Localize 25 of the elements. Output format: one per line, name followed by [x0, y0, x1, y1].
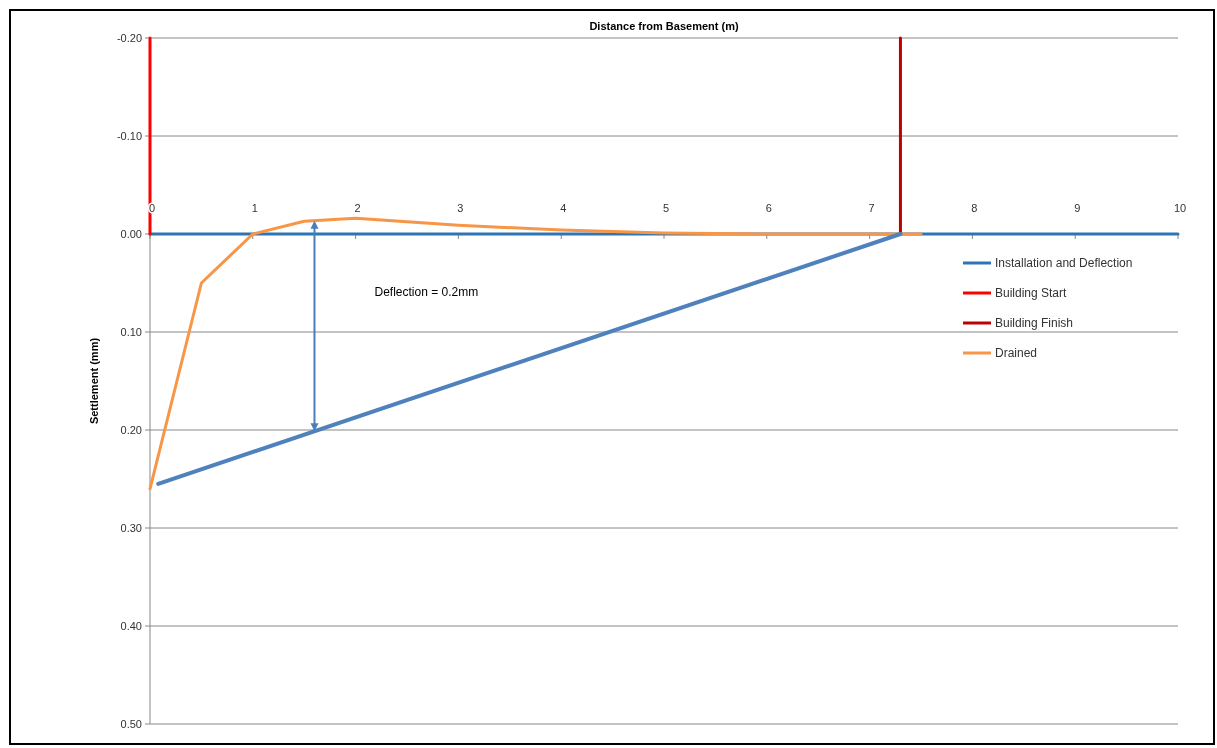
y-axis-title: Settlement (mm) [88, 337, 100, 425]
y-tick-label: 0.00 [120, 228, 142, 240]
legend-label: Drained [995, 346, 1038, 360]
legend-label: Building Finish [995, 316, 1074, 330]
x-tick-label: 10 [1173, 202, 1187, 214]
legend-label: Installation and Deflection [995, 256, 1133, 270]
y-tick-label: 0.20 [120, 424, 142, 436]
x-tick-label: 7 [868, 202, 875, 214]
x-tick-label: 8 [971, 202, 978, 214]
x-tick-label: 1 [251, 202, 258, 214]
x-tick-label: 9 [1074, 202, 1081, 214]
x-tick-label: 4 [560, 202, 567, 214]
x-tick-label: 3 [457, 202, 464, 214]
y-tick-label: 0.30 [120, 522, 142, 534]
y-tick-label: 0.50 [120, 718, 142, 730]
x-axis-title: Distance from Basement (m) [589, 20, 739, 32]
y-tick-label: 0.40 [120, 620, 142, 632]
y-tick-label: 0.10 [120, 326, 142, 338]
annotation: Deflection = 0.2mm [374, 284, 479, 299]
legend-label: Building Start [995, 286, 1068, 300]
x-tick-label: 5 [662, 202, 670, 214]
x-tick-label: 2 [354, 202, 361, 214]
y-tick-label: -0.20 [116, 32, 142, 44]
y-tick-label: -0.10 [116, 130, 142, 142]
x-tick-label: 6 [765, 202, 772, 214]
